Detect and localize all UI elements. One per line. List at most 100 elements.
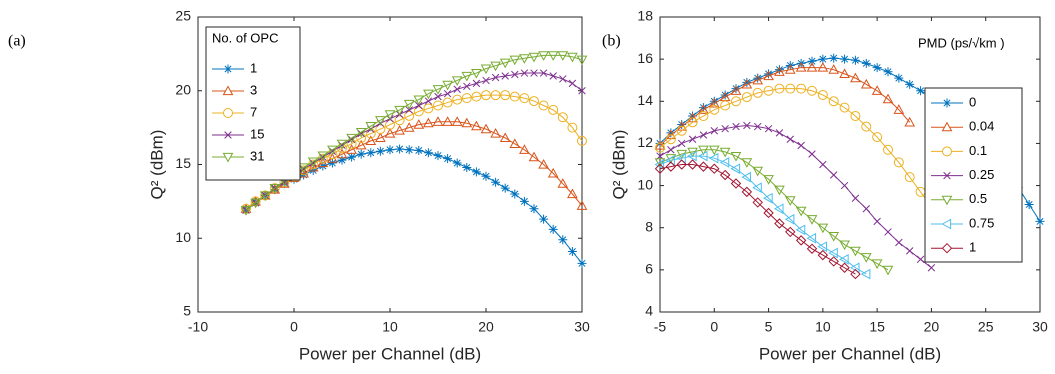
data-marker [559, 75, 567, 83]
data-marker [250, 198, 261, 209]
legend-label: 1 [250, 60, 257, 75]
data-marker [677, 139, 686, 148]
data-marker [259, 191, 271, 202]
data-marker [784, 64, 796, 74]
data-marker [433, 151, 443, 161]
data-marker [730, 163, 741, 175]
data-marker [557, 112, 568, 123]
data-marker [509, 55, 521, 66]
data-marker [785, 83, 796, 94]
data-marker [481, 171, 491, 181]
data-marker [499, 132, 511, 143]
data-marker [743, 121, 751, 130]
data-marker [568, 79, 577, 88]
data-marker [490, 90, 501, 101]
data-marker [698, 111, 709, 122]
data-marker [741, 171, 751, 183]
data-marker [708, 145, 720, 156]
data-marker [752, 74, 764, 85]
data-marker [355, 127, 367, 138]
data-marker [443, 154, 453, 164]
data-marker [883, 67, 893, 77]
data-marker [795, 235, 807, 246]
data-marker [861, 58, 871, 68]
data-marker [860, 253, 872, 263]
legend-label: 0.1 [969, 143, 987, 158]
legend: No. of OPC 1 3 7 15 31 [205, 26, 301, 181]
data-marker [403, 122, 415, 132]
data-marker [338, 141, 346, 150]
data-marker [384, 127, 396, 138]
x-tick-label: -10 [188, 319, 208, 335]
data-marker [882, 265, 894, 276]
data-marker [786, 135, 795, 143]
data-marker [806, 85, 818, 96]
legend-label: 0.25 [969, 167, 994, 182]
data-marker [346, 133, 357, 144]
data-marker [355, 139, 367, 150]
data-marker [509, 91, 520, 102]
data-marker [839, 253, 849, 265]
data-marker [817, 89, 828, 100]
data-marker [307, 157, 319, 168]
data-marker [511, 70, 519, 79]
y-tick-label: 20 [175, 81, 191, 97]
data-marker [384, 110, 396, 120]
legend-label: 0.04 [969, 119, 994, 134]
legend-marker [941, 146, 953, 157]
data-marker [499, 58, 511, 69]
data-marker [385, 145, 395, 155]
data-marker [317, 151, 329, 162]
legend-box [924, 87, 1023, 263]
data-marker [916, 86, 926, 96]
data-marker [710, 127, 719, 135]
data-marker [676, 159, 687, 170]
data-marker [319, 153, 327, 161]
data-marker [697, 150, 708, 162]
data-marker [905, 247, 914, 255]
data-marker [471, 68, 482, 79]
data-marker [687, 117, 698, 128]
data-marker [763, 70, 774, 81]
data-marker [567, 52, 578, 63]
x-tick-label: 30 [1032, 319, 1048, 335]
data-marker [453, 85, 461, 94]
legend-marker [941, 242, 953, 254]
data-marker [443, 89, 452, 98]
data-marker [403, 99, 415, 110]
data-marker [795, 224, 806, 236]
data-marker [423, 148, 433, 158]
data-marker [862, 205, 871, 213]
data-marker [491, 73, 500, 82]
data-marker [795, 206, 807, 217]
data-marker [872, 63, 882, 73]
x-axis-label: Power per Channel (dB) [759, 344, 941, 363]
y-tick-label: 10 [637, 176, 653, 192]
data-marker [346, 144, 357, 154]
data-marker [530, 69, 538, 77]
data-marker [528, 96, 540, 107]
data-marker [356, 132, 367, 143]
data-marker [752, 166, 764, 177]
data-marker [741, 78, 753, 89]
data-marker [708, 152, 719, 164]
y-axis-label: Q² (dBm) [147, 130, 166, 200]
data-marker [828, 247, 838, 259]
data-marker [347, 135, 356, 144]
data-marker [451, 116, 463, 126]
data-marker [490, 61, 501, 72]
data-marker [356, 149, 366, 159]
data-marker [687, 150, 697, 162]
data-marker [307, 161, 319, 172]
data-marker [752, 182, 762, 194]
data-marker [698, 103, 708, 113]
data-marker [500, 183, 510, 193]
data-marker [576, 55, 588, 66]
data-marker [839, 240, 850, 251]
data-marker [538, 158, 549, 169]
data-marker [491, 177, 501, 187]
data-marker [850, 246, 861, 257]
legend-label: 7 [250, 104, 257, 119]
data-marker [347, 152, 357, 162]
